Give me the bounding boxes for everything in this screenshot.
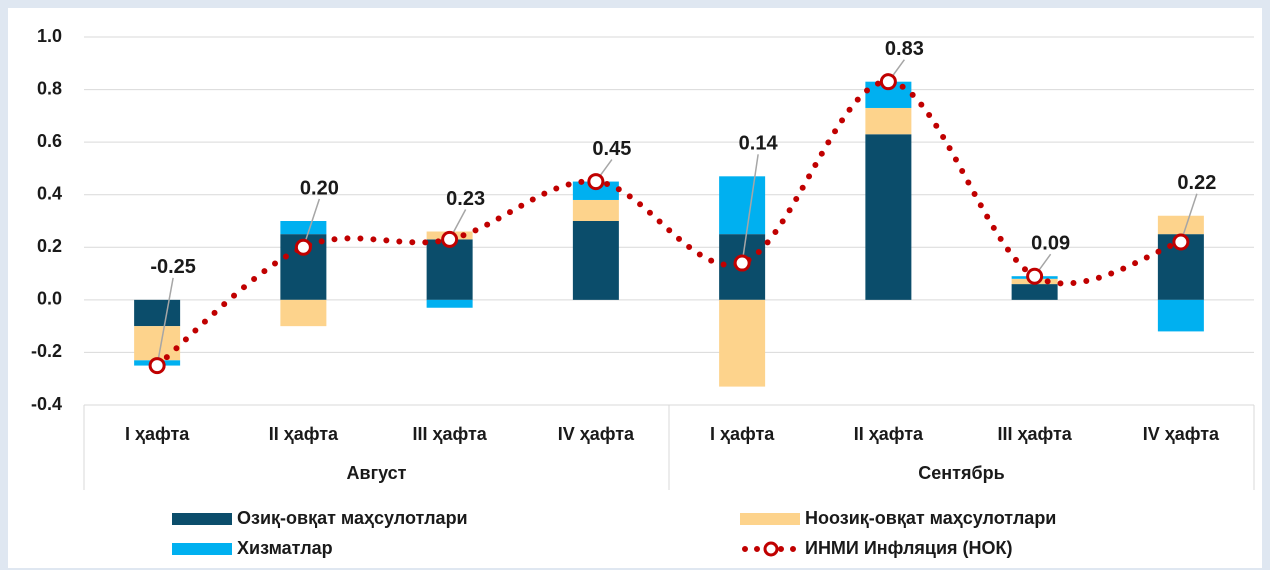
x-tick-label: I ҳафта [125,424,190,444]
y-tick-label: 1.0 [37,26,62,46]
y-tick-label: -0.2 [31,341,62,361]
x-tick-label: II ҳафта [269,424,339,444]
bar-segment [865,107,912,135]
legend-label: Ноозиқ-овқат маҳсулотлари [805,508,1056,528]
bar-segment [865,134,912,300]
x-tick-label: I ҳафта [710,424,775,444]
group-label: Август [347,463,407,483]
bar-segment [280,221,327,235]
line-marker [294,238,312,256]
y-tick-label: 0.8 [37,78,62,98]
bar-segment [134,326,181,361]
data-label: 0.83 [885,38,924,60]
x-tick-label: III ҳафта [997,424,1072,444]
legend-swatch [172,543,232,555]
line-marker [441,230,459,248]
legend-swatch [763,541,779,557]
bar-segment [426,299,473,308]
data-label: 0.09 [1031,232,1070,254]
leader-line [741,154,759,264]
bar-segment [280,299,327,327]
line-marker [1172,233,1190,251]
line-marker [733,254,751,272]
line [154,78,1184,369]
bar-segment [572,221,619,300]
data-label: -0.25 [150,256,196,278]
leader-line [156,277,174,366]
x-tick-label: II ҳафта [854,424,924,444]
bar-segment [572,199,619,221]
y-tick-label: 0.4 [37,183,62,203]
y-tick-label: 0.0 [37,289,62,309]
line-marker [1026,267,1044,285]
data-label: 0.14 [739,133,779,155]
data-label: 0.20 [300,177,339,199]
line-marker [587,173,605,191]
group-label: Сентябрь [918,463,1004,483]
bar-segment [719,299,766,387]
data-label: 0.45 [592,138,631,160]
y-tick-label: 0.2 [37,236,62,256]
bar-segment [1157,215,1204,235]
x-tick-label: III ҳафта [412,424,487,444]
bar-segment [719,176,766,235]
bar-segment [426,239,473,300]
bar-segment [134,299,181,327]
chart-area [8,8,1262,568]
legend-label: Озиқ-овқат маҳсулотлари [237,508,468,528]
legend-label: ИНМИ Инфляция (НОК) [805,538,1013,558]
legend-swatch [172,513,232,525]
x-tick-label: IV ҳафта [1143,424,1220,444]
y-tick-label: 0.6 [37,131,62,151]
x-tick-label: IV ҳафта [558,424,635,444]
legend-label: Хизматлар [237,538,333,558]
line-marker [148,357,166,375]
legend-swatch [740,513,800,525]
data-label: 0.23 [446,188,485,210]
bar-segment [1011,284,1058,300]
bar-segment [1157,299,1204,332]
data-label: 0.22 [1177,172,1216,194]
y-tick-label: -0.4 [31,394,62,414]
line-marker [879,73,897,91]
